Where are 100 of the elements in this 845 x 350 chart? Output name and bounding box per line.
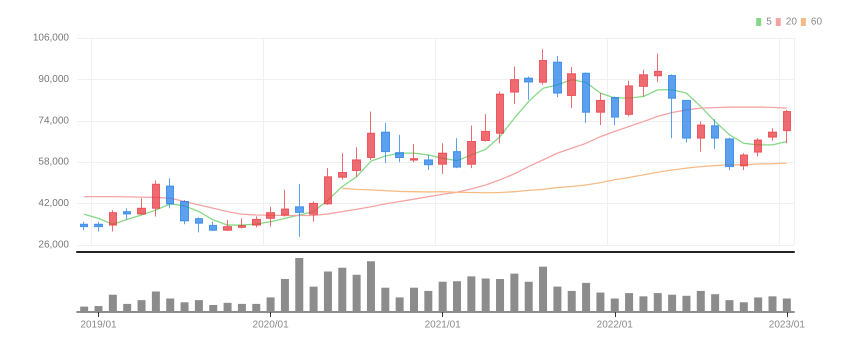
- bar: [768, 296, 776, 312]
- candlestick: [438, 142, 447, 174]
- candlestick: [152, 180, 160, 218]
- bar: [610, 298, 619, 312]
- bar: [194, 300, 203, 312]
- bar: [396, 297, 404, 312]
- bar: [639, 296, 648, 312]
- candlestick: [352, 146, 361, 178]
- bar: [754, 297, 762, 312]
- candlestick: [582, 72, 590, 124]
- y-tick-label: 58,000: [38, 156, 70, 168]
- candlestick: [510, 66, 519, 104]
- candlestick: [539, 48, 547, 86]
- bar: [280, 279, 289, 312]
- bar: [252, 304, 260, 312]
- bar: [166, 298, 174, 312]
- bar: [410, 288, 418, 312]
- candlestick: [223, 219, 232, 232]
- candlestick: [682, 99, 691, 144]
- bar: [180, 302, 189, 312]
- y-tick-label: 90,000: [38, 74, 70, 85]
- bar: [224, 302, 232, 312]
- bar: [625, 293, 634, 312]
- candlestick: [611, 96, 619, 126]
- candlestick: [367, 110, 375, 160]
- bar: [524, 282, 533, 312]
- x-tick-label: 2023/01: [768, 320, 806, 330]
- bar: [338, 268, 346, 312]
- bar: [582, 282, 590, 312]
- y-tick-label: 74,000: [38, 115, 70, 126]
- candlestick: [481, 114, 490, 142]
- candlestick: [697, 121, 705, 152]
- candlestick: [596, 92, 605, 126]
- bar: [725, 300, 734, 312]
- candlestick: [453, 138, 461, 169]
- bar: [424, 290, 432, 312]
- x-tick-label: 2021/01: [424, 320, 462, 330]
- candlestick: [424, 154, 433, 170]
- candlestick: [740, 152, 748, 170]
- bar: [123, 304, 132, 312]
- candlestick: [338, 152, 347, 180]
- bar: [94, 306, 103, 312]
- x-tick-label: 2020/01: [252, 320, 290, 330]
- bar: [539, 266, 548, 312]
- bar: [324, 272, 332, 312]
- candlestick: [123, 208, 131, 220]
- bar: [366, 261, 375, 312]
- candlestick: [295, 183, 304, 238]
- bar: [654, 293, 662, 312]
- candlestick: [754, 138, 762, 158]
- candlestick: [768, 128, 777, 141]
- candlestick: [309, 201, 318, 222]
- y-tick-label: 42,000: [38, 198, 70, 210]
- bar: [596, 292, 604, 312]
- candlestick: [654, 53, 662, 82]
- bar: [510, 274, 518, 312]
- candlestick: [109, 210, 117, 232]
- bar: [381, 288, 390, 312]
- legend-label: 60: [810, 16, 822, 28]
- bar: [696, 290, 705, 312]
- candlestick: [725, 137, 734, 170]
- bar: [568, 290, 576, 312]
- candlestick: [180, 199, 189, 225]
- candlestick: [252, 216, 261, 228]
- bar: [80, 306, 88, 312]
- candlestick: [410, 143, 418, 163]
- bar: [496, 279, 504, 312]
- bar: [266, 297, 275, 312]
- bar: [295, 258, 304, 312]
- candlestick: [166, 178, 174, 209]
- candlestick: [524, 76, 533, 100]
- candlestick: [195, 216, 203, 233]
- bar: [310, 286, 318, 312]
- candlestick: [80, 221, 88, 230]
- candlestick: [668, 74, 676, 139]
- line-series: [342, 162, 788, 194]
- candlestick: [238, 218, 246, 229]
- candlestick: [324, 168, 332, 206]
- bar: [740, 302, 748, 312]
- candlestick: [381, 122, 390, 164]
- candlestick: [553, 55, 562, 98]
- bar: [453, 281, 462, 312]
- bar: [209, 304, 218, 312]
- candlestick: [395, 134, 404, 163]
- candlestick: [94, 221, 103, 232]
- bar: [108, 294, 117, 312]
- x-tick-label: 2022/01: [596, 320, 634, 330]
- bar: [467, 276, 476, 312]
- candlestick: [137, 198, 146, 216]
- candlestick: [639, 69, 648, 97]
- bar: [668, 294, 676, 312]
- bar: [782, 298, 791, 312]
- y-tick-label: 106,000: [32, 32, 70, 44]
- candlestick: [496, 91, 504, 144]
- bar: [238, 304, 246, 312]
- candlestick: [281, 189, 289, 218]
- candlestick: [467, 124, 476, 169]
- candlestick: [266, 206, 275, 228]
- candlestick: [711, 118, 719, 150]
- line-series: [84, 79, 788, 226]
